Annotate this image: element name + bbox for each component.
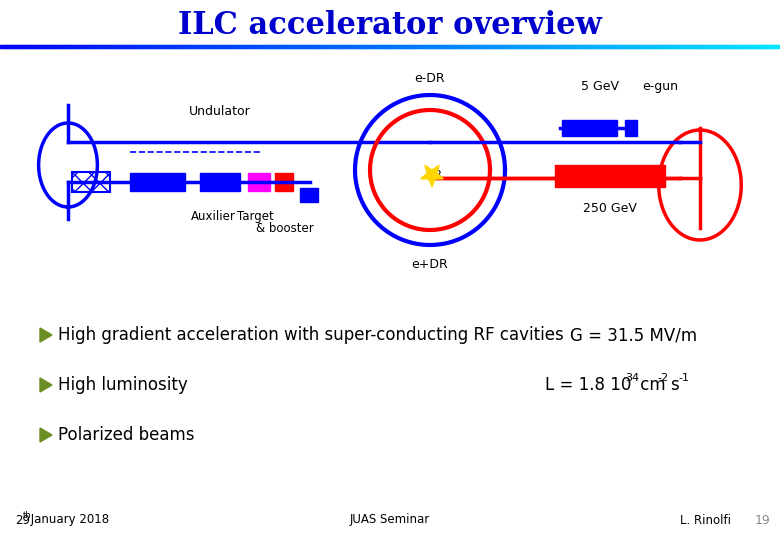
Bar <box>248 173 270 191</box>
Text: L = 1.8 10: L = 1.8 10 <box>545 376 631 394</box>
Bar <box>200 173 240 191</box>
Text: High luminosity: High luminosity <box>58 376 188 394</box>
Text: e-DR: e-DR <box>415 72 445 85</box>
Text: Polarized beams: Polarized beams <box>58 426 194 444</box>
Text: 29: 29 <box>15 514 30 526</box>
Text: e+DR: e+DR <box>412 258 448 271</box>
Polygon shape <box>40 328 52 342</box>
Text: 34: 34 <box>625 373 639 383</box>
Text: Auxilier: Auxilier <box>190 210 236 223</box>
Text: & booster: & booster <box>256 222 314 235</box>
Polygon shape <box>40 378 52 392</box>
Text: th: th <box>23 510 32 519</box>
Text: -1: -1 <box>678 373 689 383</box>
Polygon shape <box>420 165 443 187</box>
Polygon shape <box>40 428 52 442</box>
Text: G = 31.5 MV/m: G = 31.5 MV/m <box>570 326 697 344</box>
Text: JUAS Seminar: JUAS Seminar <box>350 514 430 526</box>
Text: IR: IR <box>432 170 443 180</box>
Text: 19: 19 <box>755 514 771 526</box>
Text: ILC accelerator overview: ILC accelerator overview <box>178 10 602 40</box>
Text: High gradient acceleration with super-conducting RF cavities: High gradient acceleration with super-co… <box>58 326 564 344</box>
Bar <box>300 188 318 202</box>
Text: January 2018: January 2018 <box>27 514 109 526</box>
Text: 250 GeV: 250 GeV <box>583 202 637 215</box>
Bar <box>72 172 110 192</box>
Bar <box>275 173 293 191</box>
Text: -2: -2 <box>657 373 668 383</box>
Text: e-gun: e-gun <box>642 80 678 93</box>
Text: s: s <box>670 376 679 394</box>
Bar <box>562 120 617 136</box>
Text: 5 GeV: 5 GeV <box>581 80 619 93</box>
Bar <box>130 173 185 191</box>
Text: L. Rinolfi: L. Rinolfi <box>680 514 731 526</box>
Bar <box>625 120 637 136</box>
Text: Undulator: Undulator <box>189 105 251 118</box>
Text: cm: cm <box>635 376 665 394</box>
Text: Target: Target <box>236 210 273 223</box>
Bar <box>555 165 665 187</box>
